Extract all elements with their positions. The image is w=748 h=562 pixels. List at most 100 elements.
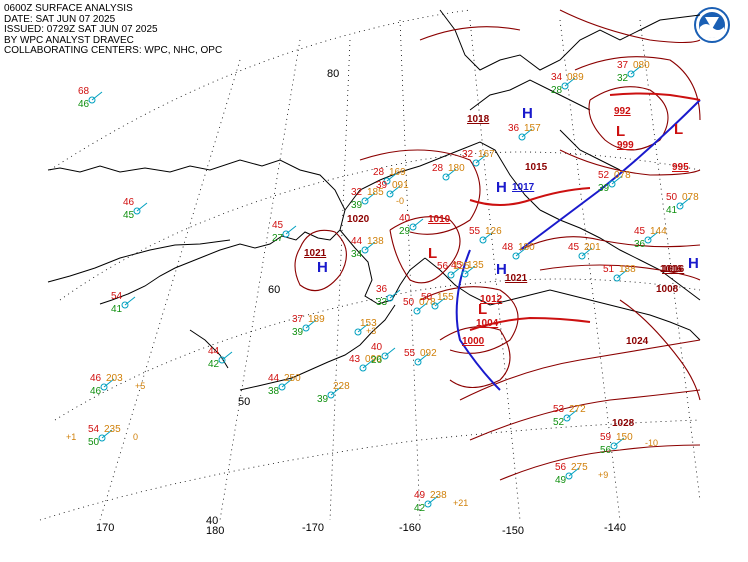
station-temperature: 55 (404, 348, 416, 359)
high-symbol: H (317, 259, 328, 276)
isobar-label: 1024 (626, 336, 649, 347)
station-pressure: 078 (614, 170, 631, 181)
center-value: 999 (617, 140, 634, 151)
wind-barb-icon (364, 241, 376, 251)
noaa-logo-icon (694, 7, 730, 43)
station-circle-icon (610, 442, 618, 450)
station-temperature: 56 (437, 261, 449, 272)
station-dewpoint: 46 (78, 99, 90, 110)
station-circle-icon (218, 356, 226, 364)
wind-barb-icon (364, 192, 376, 202)
wind-barb-icon (613, 437, 625, 447)
station-circle-icon (381, 352, 389, 360)
station-circle-icon (518, 133, 526, 141)
tendency-label: -10 (645, 438, 658, 448)
station-pressure: 201 (584, 242, 601, 253)
station-dewpoint: 52 (553, 417, 565, 428)
low-center: 992 (614, 106, 631, 117)
station-plot: 53 52 272 (553, 404, 586, 428)
center-value: 992 (614, 106, 631, 117)
station-temperature: 45 (634, 226, 646, 237)
station-dewpoint: 34 (351, 249, 363, 260)
station-pressure: 144 (650, 226, 667, 237)
warm-front (469, 92, 701, 331)
station-dewpoint: 28 (551, 85, 563, 96)
center-value: 1016 (662, 264, 685, 275)
station-circle-icon (386, 294, 394, 302)
high-symbol: H (496, 261, 507, 278)
station-dewpoint: 42 (414, 503, 426, 514)
station-circle-icon (133, 207, 141, 215)
station-pressure: 203 (106, 373, 123, 384)
station-temperature: 45 (568, 242, 580, 253)
wind-barb-icon (647, 231, 659, 241)
station-plot: 37 32 080 (617, 60, 650, 84)
station-temperature: 56 (555, 462, 567, 473)
station-temperature: 37 (292, 314, 304, 325)
wind-barb-icon (568, 467, 580, 477)
station-circle-icon (354, 328, 362, 336)
station-circle-icon (644, 236, 652, 244)
center-value: 1012 (480, 294, 503, 305)
station-temperature: 50 (403, 297, 415, 308)
high-center: H 1017 (496, 179, 535, 196)
station-plot: 49 42 238 (414, 490, 447, 514)
wind-barb-icon (445, 168, 457, 178)
station-pressure: 078 (682, 192, 699, 203)
isobars (294, 9, 701, 481)
low-center: L 1012 (478, 294, 503, 318)
station-temperature: 37 (617, 60, 629, 71)
center-value: 995 (672, 162, 689, 173)
station-circle-icon (479, 236, 487, 244)
station-temperature: 36 (376, 284, 388, 295)
center-value: 1010 (428, 214, 451, 225)
station-temperature: 45 (272, 220, 284, 231)
low-center: L 999 (616, 123, 634, 151)
station-circle-icon (383, 177, 391, 185)
station-temperature: 48 (502, 242, 514, 253)
station-dewpoint: 39 (317, 394, 329, 405)
station-plot: 50 078 (403, 297, 436, 315)
station-pressure: 185 (367, 187, 384, 198)
station-temperature: 34 (551, 72, 563, 83)
station-circle-icon (327, 391, 335, 399)
station-pressure: 167 (478, 149, 495, 160)
wind-barb-icon (581, 247, 593, 257)
isobar-labels: 1020 1015 1024 1028 1008 1016 (347, 162, 683, 429)
wind-barb-icon (221, 351, 233, 361)
isobar-label: 1016 (660, 264, 683, 275)
wind-barb-icon (101, 429, 113, 439)
station-plot: 39 228 (317, 381, 350, 405)
low-center: L 995 (672, 121, 689, 173)
station-plot: 45 201 (568, 242, 601, 260)
station-circle-icon (512, 252, 520, 260)
station-plot: 44 34 138 (351, 236, 384, 260)
isobar-label: 1020 (347, 214, 370, 225)
station-pressure: 080 (633, 60, 650, 71)
center-value: 1000 (462, 336, 485, 347)
low-symbol: L (478, 301, 487, 318)
station-pressure: 153 (360, 318, 377, 329)
low-center: 1004 (476, 318, 499, 329)
station-dewpoint: 49 (555, 475, 567, 486)
wind-barb-icon (412, 218, 424, 228)
tendency-label: +3 (366, 326, 376, 336)
station-pressure: 188 (619, 264, 636, 275)
wind-barb-icon (464, 265, 476, 275)
station-plot: 34 28 089 (551, 72, 584, 96)
station-circle-icon (121, 301, 129, 309)
station-temperature: 50 (666, 192, 678, 203)
station-pressure: 238 (430, 490, 447, 501)
station-dewpoint: 46 (90, 386, 102, 397)
issued-time: ISSUED: 0729Z SAT JUN 07 2025 (4, 24, 158, 35)
low-center: 1000 (462, 336, 485, 347)
analysis-title: 0600Z SURFACE ANALYSIS (4, 3, 133, 14)
station-pressure: 090 (365, 354, 382, 365)
station-circle-icon (278, 383, 286, 391)
station-pressure: 189 (308, 314, 325, 325)
station-plot: 46 46 203 (90, 373, 123, 397)
